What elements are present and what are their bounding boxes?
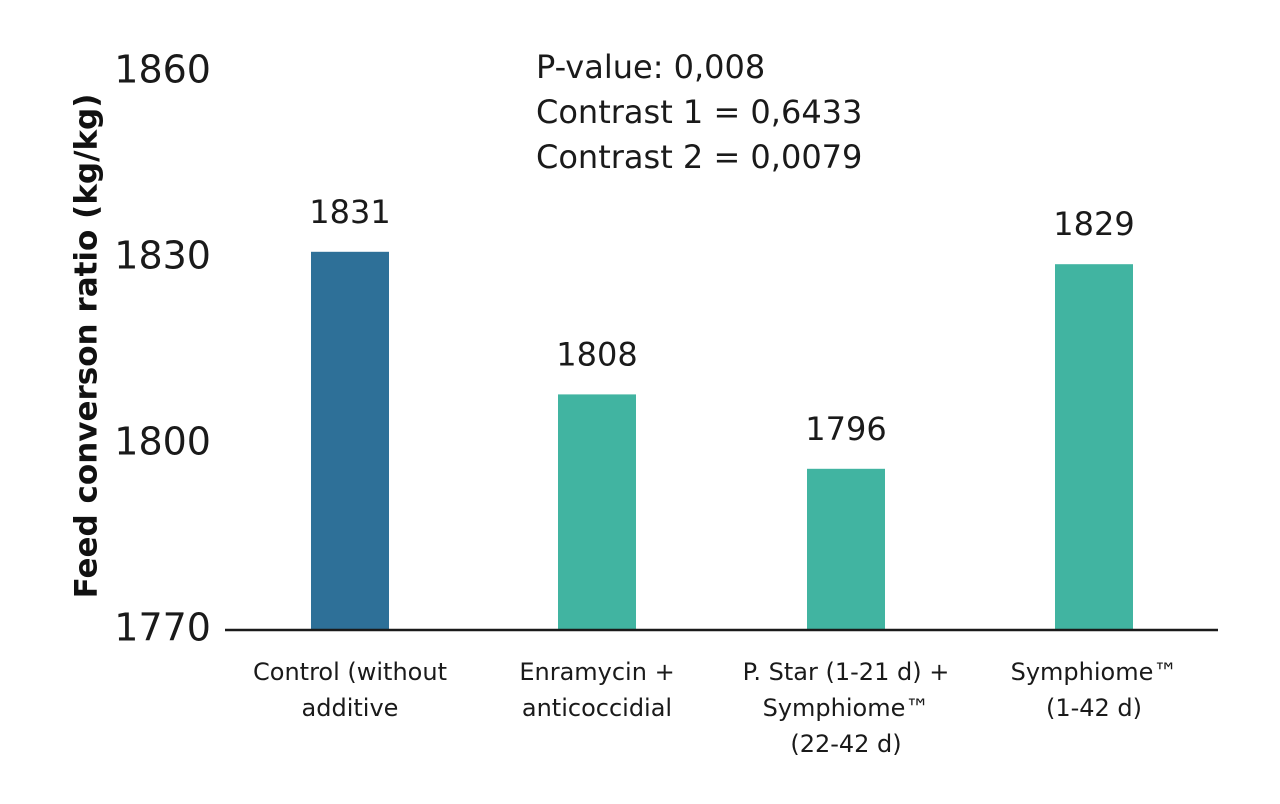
y-tick-label: 1830 — [114, 234, 211, 278]
category-labels: Control (without additive Enramycin + antic… — [253, 658, 1177, 758]
annotation-text: Contrast 2 = 0,0079 — [536, 138, 862, 176]
data-label: 1796 — [805, 410, 886, 448]
y-tick-label: 1860 — [114, 48, 211, 92]
bar — [1055, 264, 1133, 630]
bars — [311, 251, 1133, 631]
data-label: 1831 — [309, 193, 390, 231]
x-tick-label: Enramycin + — [519, 658, 674, 686]
annotation-text: P-value: 0,008 — [536, 48, 765, 86]
x-tick-label: additive — [302, 694, 399, 722]
data-label: 1829 — [1053, 205, 1134, 243]
y-tick-label: 1800 — [114, 420, 211, 464]
x-tick-label: Control (without — [253, 658, 447, 686]
x-tick-label: P. Star (1-21 d) + — [743, 658, 950, 686]
x-tick-label: anticoccidial — [522, 694, 672, 722]
x-tick-label: Symphiome™ — [763, 694, 930, 722]
y-axis-ticks: 1770 1800 1830 1860 — [114, 48, 211, 650]
value-labels: 1831 1808 1796 1829 — [309, 193, 1134, 448]
bar — [807, 468, 885, 630]
y-axis-label: Feed converson ratio (kg/kg) — [69, 94, 105, 599]
bar — [311, 251, 389, 631]
x-tick-label: Symphiome™ — [1011, 658, 1178, 686]
y-tick-label: 1770 — [114, 606, 211, 650]
annotations: P-value: 0,008 Contrast 1 = 0,6433 Contras… — [536, 48, 862, 176]
data-label: 1808 — [556, 335, 637, 373]
x-tick-label: (22-42 d) — [790, 730, 901, 758]
x-tick-label: (1-42 d) — [1046, 694, 1142, 722]
annotation-text: Contrast 1 = 0,6433 — [536, 93, 862, 131]
bar — [558, 394, 636, 630]
